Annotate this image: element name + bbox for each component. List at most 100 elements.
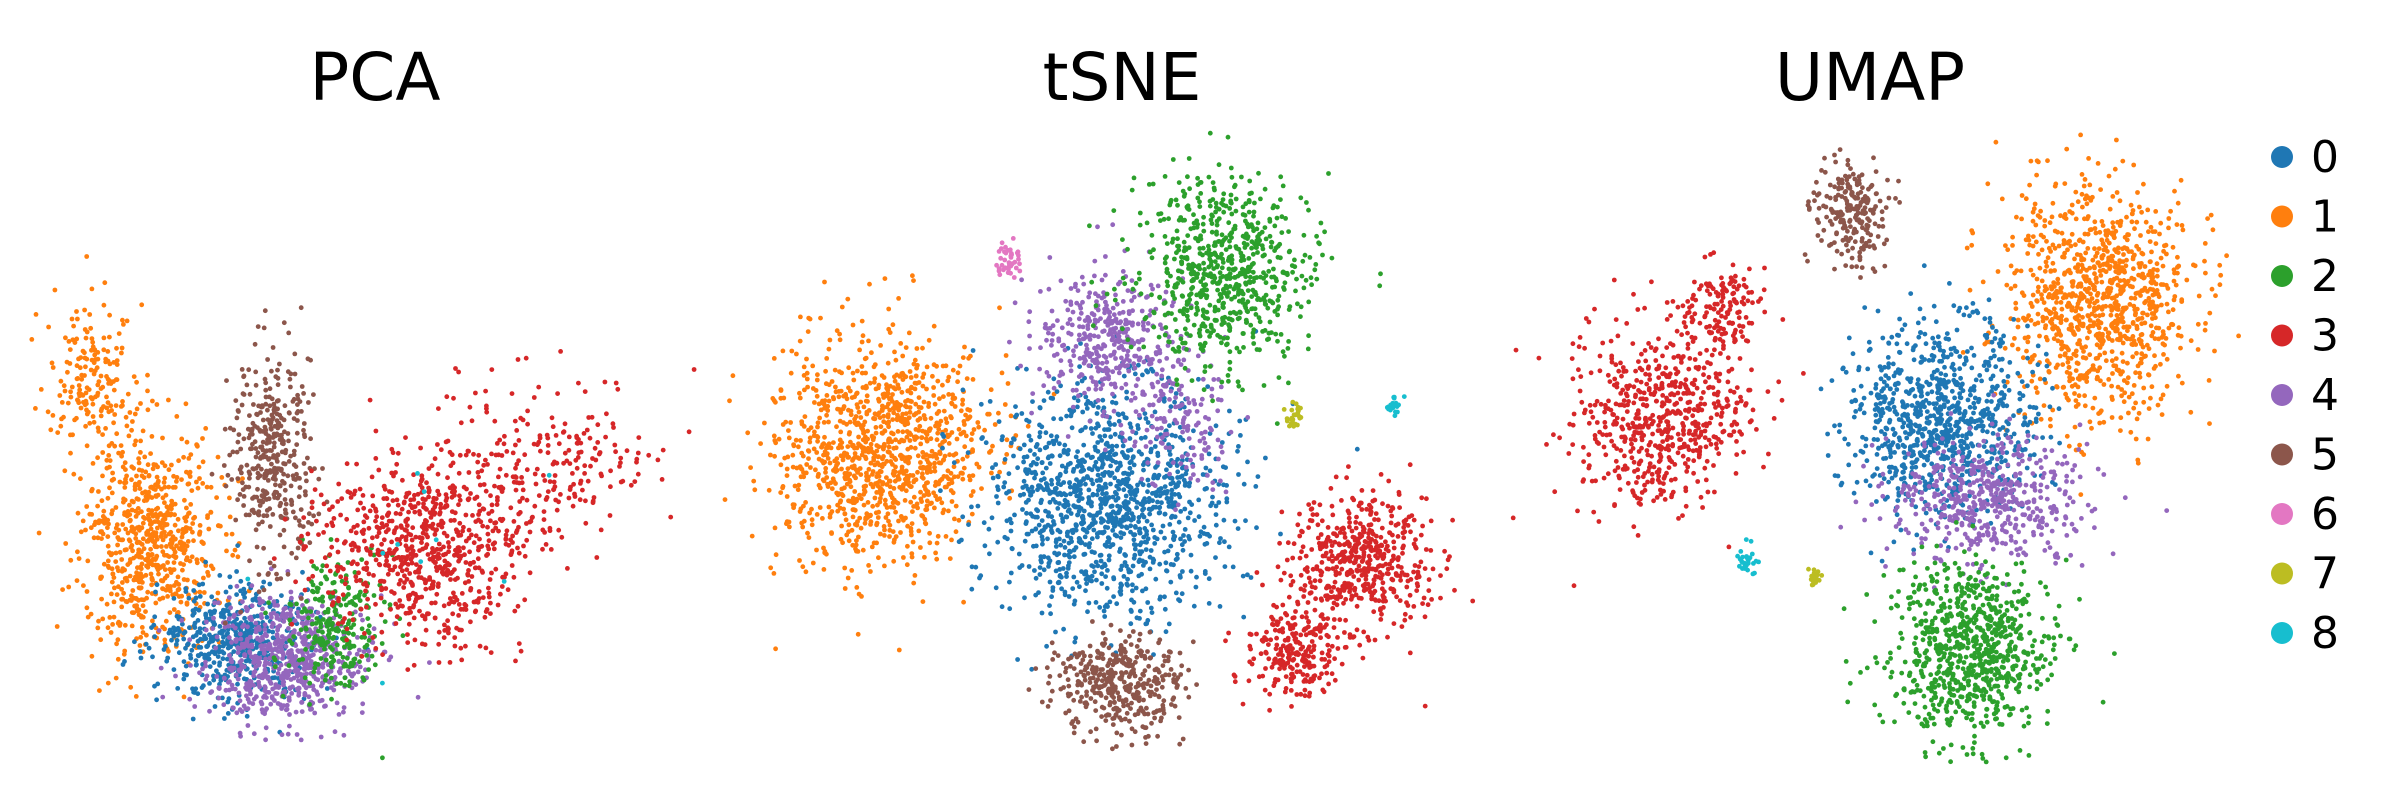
point-cluster-5 [224, 378, 229, 383]
point-cluster-1 [845, 454, 851, 460]
point-cluster-1 [140, 520, 146, 526]
point-cluster-3 [353, 574, 359, 580]
point-cluster-1 [230, 552, 236, 558]
point-cluster-1 [854, 391, 859, 397]
point-cluster-1 [898, 452, 904, 458]
point-cluster-4 [277, 623, 283, 629]
point-cluster-1 [84, 356, 90, 362]
point-cluster-2 [338, 602, 344, 608]
point-cluster-3 [367, 397, 373, 403]
point-cluster-1 [149, 511, 154, 516]
point-cluster-1 [240, 476, 245, 481]
point-cluster-1 [815, 424, 820, 430]
point-cluster-2 [286, 663, 292, 668]
point-cluster-3 [510, 540, 515, 545]
point-cluster-1 [778, 462, 784, 468]
point-cluster-1 [155, 525, 160, 531]
point-cluster-0 [211, 660, 217, 665]
point-cluster-1 [890, 462, 895, 467]
point-cluster-1 [197, 532, 202, 537]
point-cluster-1 [868, 569, 873, 574]
point-cluster-1 [957, 363, 963, 369]
point-cluster-1 [54, 624, 60, 629]
point-cluster-0 [189, 647, 195, 653]
point-cluster-1 [857, 466, 863, 471]
point-cluster-3 [364, 565, 370, 571]
point-cluster-1 [934, 411, 940, 416]
point-cluster-1 [826, 441, 832, 447]
point-cluster-1 [851, 473, 857, 479]
point-cluster-5 [296, 518, 302, 524]
point-cluster-3 [492, 520, 497, 526]
point-cluster-3 [436, 641, 442, 647]
point-cluster-1 [866, 408, 872, 413]
point-cluster-4 [187, 696, 193, 702]
point-cluster-3 [342, 581, 348, 587]
point-cluster-0 [220, 695, 225, 701]
point-cluster-1 [100, 473, 105, 479]
point-cluster-1 [914, 346, 920, 351]
point-cluster-1 [956, 426, 962, 432]
point-cluster-3 [465, 497, 471, 503]
point-cluster-5 [260, 417, 266, 423]
point-cluster-1 [83, 335, 89, 341]
point-cluster-2 [329, 660, 335, 665]
point-cluster-3 [545, 450, 551, 456]
point-cluster-0 [188, 652, 193, 658]
point-cluster-1 [75, 316, 80, 322]
point-cluster-1 [885, 360, 891, 366]
point-cluster-1 [127, 410, 133, 415]
point-cluster-0 [202, 652, 207, 658]
point-cluster-5 [298, 305, 304, 311]
point-cluster-1 [798, 474, 804, 480]
point-cluster-3 [348, 542, 354, 548]
point-cluster-1 [867, 281, 872, 287]
point-cluster-4 [292, 628, 297, 634]
point-cluster-1 [826, 382, 832, 388]
point-cluster-1 [151, 462, 157, 467]
point-cluster-5 [265, 407, 270, 413]
point-cluster-4 [227, 666, 232, 671]
point-cluster-1 [914, 501, 920, 507]
point-cluster-3 [466, 470, 472, 475]
point-cluster-0 [217, 624, 223, 629]
pca-panel: PCA [29, 39, 697, 761]
point-cluster-1 [138, 634, 144, 640]
point-cluster-4 [270, 695, 275, 701]
point-cluster-4 [257, 684, 263, 690]
point-cluster-0 [1058, 416, 1064, 422]
point-cluster-5 [253, 527, 259, 533]
point-cluster-1 [63, 541, 69, 546]
point-cluster-1 [802, 387, 807, 393]
point-cluster-5 [287, 376, 293, 382]
point-cluster-0 [207, 632, 212, 638]
point-cluster-0 [221, 609, 227, 615]
point-cluster-1 [908, 526, 914, 531]
point-cluster-3 [376, 467, 382, 473]
point-cluster-5 [300, 524, 306, 529]
point-cluster-4 [156, 628, 162, 633]
point-cluster-3 [301, 546, 307, 552]
point-cluster-5 [275, 382, 281, 388]
point-cluster-1 [131, 499, 136, 505]
point-cluster-3 [430, 546, 435, 551]
point-cluster-0 [264, 614, 270, 620]
point-cluster-3 [488, 650, 494, 655]
point-cluster-1 [890, 322, 896, 328]
point-cluster-1 [120, 580, 125, 585]
point-cluster-3 [456, 470, 462, 476]
point-cluster-5 [256, 509, 262, 514]
point-cluster-1 [89, 336, 95, 341]
point-cluster-1 [921, 399, 927, 405]
point-cluster-1 [69, 316, 75, 322]
point-cluster-1 [838, 429, 844, 435]
point-cluster-1 [787, 524, 792, 530]
point-cluster-1 [919, 435, 925, 440]
point-cluster-4 [188, 663, 193, 668]
point-cluster-5 [268, 425, 274, 431]
point-cluster-3 [321, 501, 327, 507]
point-cluster-1 [852, 489, 858, 494]
point-cluster-1 [110, 508, 115, 513]
point-cluster-3 [384, 554, 389, 559]
point-cluster-4 [293, 709, 299, 715]
